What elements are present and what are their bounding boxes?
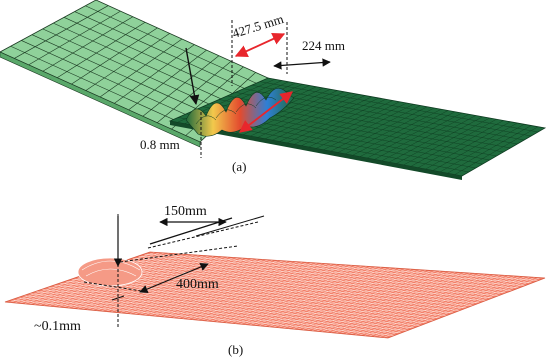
caption-b: (b) [228, 342, 243, 357]
panel-a: 427.5 mm 224 mm 0.8 mm (a) [0, 0, 547, 180]
dent-region [77, 257, 143, 287]
label-150mm: 150mm [164, 204, 207, 219]
label-224-mm: 224 mm [302, 38, 345, 53]
mesh-dark-edge [170, 121, 462, 180]
tick-150-a [149, 217, 233, 245]
dim-arrow-top [234, 32, 286, 58]
label-400mm: 400mm [176, 277, 219, 292]
depth-tick [111, 295, 125, 301]
mesh-light-edge [0, 51, 201, 148]
dim-arrow-400 [139, 262, 209, 294]
label-0-8-mm: 0.8 mm [140, 137, 180, 152]
indenter-arrow [185, 47, 200, 105]
guide-b-ext-2 [83, 281, 149, 293]
label-0-1mm: ~0.1mm [34, 319, 81, 334]
guide-b-ext-1 [147, 221, 259, 249]
panel-b: 150mm 400mm ~0.1mm (b) [4, 204, 546, 357]
tick-150-b [195, 215, 265, 237]
dim-arrow-wave [239, 91, 293, 133]
dim-arrow-right [273, 58, 331, 70]
caption-a: (a) [232, 159, 246, 174]
